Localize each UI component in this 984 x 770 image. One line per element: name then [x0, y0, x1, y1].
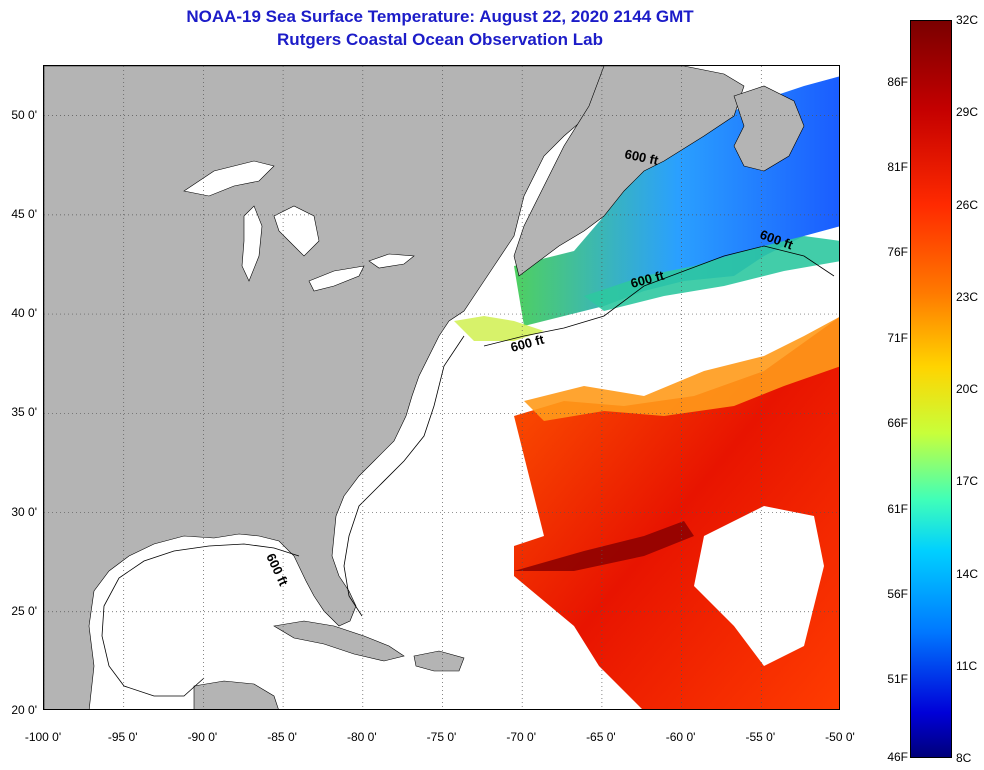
colorbar-fahrenheit-label: 86F [887, 74, 908, 89]
isobath-northeast [483, 245, 835, 347]
land-layer [44, 66, 805, 709]
isobath-label: 600 ft [263, 551, 291, 589]
longitude-tick-label: -70 0' [506, 730, 537, 744]
isobath-atlantic [343, 335, 465, 617]
longitude-tick-label: -85 0' [267, 730, 297, 744]
longitude-tick-label: -90 0' [187, 730, 218, 744]
map-title: NOAA-19 Sea Surface Temperature: August … [186, 7, 694, 26]
latitude-tick-label: 25 0' [11, 603, 37, 618]
hispaniola-land [413, 650, 465, 672]
colorbar-celsius-label: 8C [956, 751, 972, 765]
longitude-tick-label: -75 0' [426, 730, 457, 744]
colorbar-fahrenheit-label: 71F [887, 330, 908, 345]
map-subtitle: Rutgers Coastal Ocean Observation Lab [277, 30, 603, 49]
longitude-tick-label: -95 0' [107, 730, 138, 744]
latitude-tick-label: 20 0' [11, 703, 37, 717]
lake-superior [183, 160, 275, 197]
north-america-land [44, 66, 605, 709]
sst-map: 600 ft 600 ft 600 ft 600 ft 600 ft [43, 65, 840, 710]
colorbar-celsius-label: 23C [956, 289, 979, 304]
warm-sst-patches [524, 317, 839, 421]
cool-sst-scotian-shelf [584, 236, 839, 311]
sst-map-canvas: 600 ft 600 ft 600 ft 600 ft 600 ft [44, 66, 839, 709]
newfoundland-land [733, 85, 805, 172]
colorbar-celsius-label: 20C [956, 382, 979, 396]
colorbar-fahrenheit-label: 46F [887, 750, 908, 764]
graticule [44, 66, 839, 709]
colorbar-fahrenheit-label: 76F [887, 245, 908, 260]
great-lakes [183, 160, 415, 292]
latitude-tick-label: 50 0' [11, 107, 37, 122]
cloud-gap [694, 506, 824, 666]
colorbar-fahrenheit-label: 61F [887, 501, 908, 516]
longitude-tick-label: -55 0' [745, 730, 776, 744]
latitude-tick-label: 45 0' [11, 206, 37, 221]
lake-huron [273, 205, 320, 257]
longitude-tick-label: -50 0' [825, 730, 855, 744]
yucatan-land [193, 680, 279, 709]
longitude-tick-label: -100 0' [24, 730, 62, 744]
lake-michigan [241, 205, 263, 282]
latitude-tick-label: 30 0' [11, 504, 37, 519]
lake-erie [308, 265, 365, 292]
colorbar-fahrenheit-label: 81F [887, 159, 908, 174]
colorbar-celsius-label: 14C [956, 566, 979, 581]
temperature-colorbar [910, 20, 952, 758]
colorbar-celsius-label: 17C [956, 474, 979, 489]
longitude-tick-label: -80 0' [346, 730, 377, 744]
cuba-land [273, 620, 405, 662]
canada-maritimes-land [513, 66, 745, 277]
colorbar-celsius-label: 32C [956, 13, 979, 27]
colorbar-fahrenheit-label: 66F [887, 416, 908, 431]
longitude-tick-label: -65 0' [586, 730, 616, 744]
colorbar-celsius-label: 29C [956, 105, 979, 120]
isobath-gulf [101, 543, 300, 697]
colorbar-fahrenheit-label: 56F [887, 587, 908, 601]
colorbar-celsius-label: 26C [956, 197, 979, 212]
colorbar-fahrenheit-label: 51F [887, 672, 908, 687]
colorbar-celsius-label: 11C [956, 658, 978, 673]
isobath-lines [101, 245, 835, 697]
lake-ontario [368, 253, 415, 269]
longitude-tick-label: -60 0' [665, 730, 696, 744]
dark-red-filament [514, 521, 694, 571]
latitude-tick-label: 35 0' [11, 405, 37, 420]
latitude-tick-label: 40 0' [11, 306, 37, 321]
yellow-green-coastal [454, 316, 544, 341]
isobath-label: 600 ft [623, 146, 660, 168]
